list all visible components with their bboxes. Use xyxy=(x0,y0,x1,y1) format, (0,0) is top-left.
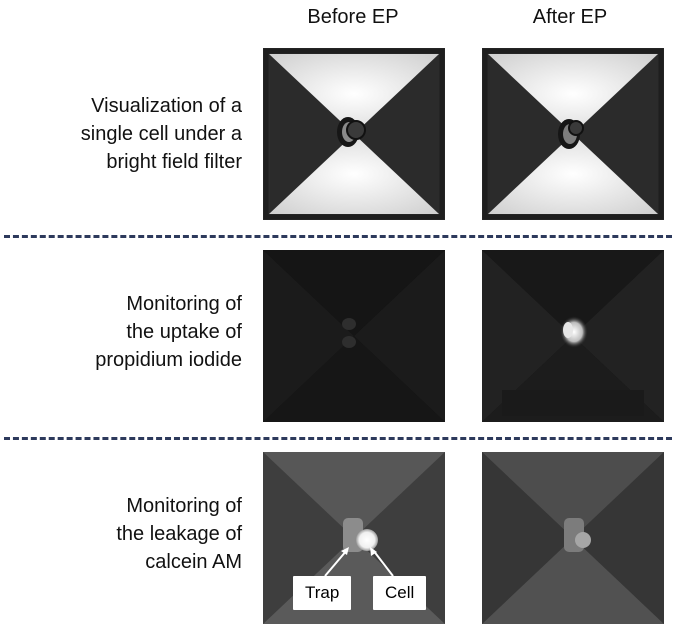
cell-arrowhead xyxy=(370,547,377,556)
row-label-brightfield: Visualization of a single cell under a b… xyxy=(0,92,242,176)
row-label-line: the uptake of xyxy=(126,321,242,343)
propidium-before-image xyxy=(263,250,445,422)
row-label-line: single cell under a xyxy=(80,123,242,145)
row-label-line: the leakage of xyxy=(116,523,242,545)
row-label-calcein: Monitoring of the leakage of calcein AM xyxy=(0,492,242,576)
trap-label: Trap xyxy=(293,576,352,610)
row-divider xyxy=(4,437,672,440)
brightfield-after-image xyxy=(482,48,664,220)
column-header-after: After EP xyxy=(532,6,608,28)
row-label-line: bright field filter xyxy=(106,151,242,173)
row-label-line: Monitoring of xyxy=(126,293,242,315)
row-label-line: propidium iodide xyxy=(95,349,242,371)
trap-arrowhead xyxy=(341,547,349,555)
brightfield-before-image xyxy=(263,48,445,220)
cell-arrow xyxy=(372,549,394,577)
trap-arrow xyxy=(324,549,348,577)
row-label-line: Monitoring of xyxy=(126,495,242,517)
row-label-line: Visualization of a xyxy=(91,95,242,117)
row-label-propidium: Monitoring of the uptake of propidium io… xyxy=(0,290,242,374)
row-divider xyxy=(4,235,672,238)
calcein-after-image xyxy=(482,452,664,624)
calcein-before-image: Trap Cell xyxy=(263,452,445,624)
cell-label: Cell xyxy=(373,576,427,610)
row-label-line: calcein AM xyxy=(145,551,242,573)
propidium-after-image xyxy=(482,250,664,422)
column-header-before: Before EP xyxy=(307,6,399,28)
